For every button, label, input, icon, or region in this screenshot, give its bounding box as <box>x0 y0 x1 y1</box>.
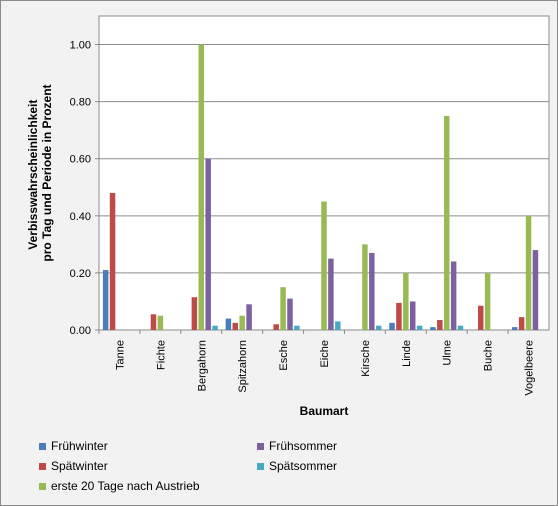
bar-kirsche-2 <box>362 244 368 330</box>
legend-label: erste 20 Tage nach Austrieb <box>51 479 200 493</box>
bar-vogelbeere-0 <box>511 327 518 330</box>
y-axis-title: Verbisswahrscheinlichkeit pro Tag und Pe… <box>26 84 54 261</box>
bar-bergahorn-2 <box>198 44 205 330</box>
legend-swatch <box>39 442 46 450</box>
x-tick-labels: Tanne Fichte Bergahorn Spitzahorn Esche Eiche… <box>98 330 536 396</box>
legend: Frühwinter Spätwinter erste 20 Tage nach A… <box>39 439 539 499</box>
bar-ulme-3 <box>450 261 457 330</box>
x-tick-label-ulme: Ulme <box>442 340 454 366</box>
bar-esche-4 <box>294 325 300 330</box>
bar-eiche-3 <box>328 258 334 330</box>
x-axis-title: Baumart <box>300 404 349 418</box>
bar-spitzahorn-3 <box>246 304 252 330</box>
bar-bergahorn-3 <box>205 158 211 330</box>
bar-bergahorn-1 <box>191 297 198 330</box>
legend-item: Frühwinter <box>39 439 108 453</box>
bar-vogelbeere-3 <box>532 250 539 330</box>
legend-swatch <box>39 482 46 490</box>
y-tick-label: 1.00 <box>70 40 91 52</box>
y-tick-label: 0.60 <box>70 154 91 166</box>
y-tick-label: 0.80 <box>70 97 91 109</box>
y-tick-label: 0.20 <box>70 268 91 280</box>
y-axis-title-line-1: Verbisswahrscheinlichkeit <box>26 100 40 250</box>
legend-label: Spätwinter <box>51 459 108 473</box>
bar-linde-2 <box>403 272 409 330</box>
legend-swatch <box>257 462 264 470</box>
x-tick-label-linde: Linde <box>401 340 413 367</box>
x-tick-label-esche: Esche <box>278 340 290 371</box>
y-axis-title-line-2: pro Tag und Periode in Prozent <box>40 84 54 261</box>
chart-svg: 0.00 0.20 0.40 0.60 0.80 1.00 Tanne Fichte Berg… <box>26 15 550 418</box>
x-tick-label-tanne: Tanne <box>114 340 126 370</box>
bar-kirsche-4 <box>375 325 382 330</box>
bar-ulme-2 <box>443 115 450 330</box>
x-tick-label-buche: Buche <box>483 340 495 371</box>
legend-swatch <box>39 462 46 470</box>
bar-linde-0 <box>389 322 395 330</box>
bar-buche-2 <box>484 272 491 330</box>
bar-esche-1 <box>273 324 279 330</box>
x-tick-label-spitzahorn: Spitzahorn <box>237 340 249 393</box>
x-tick-label-eiche: Eiche <box>319 340 331 368</box>
bar-spitzahorn-1 <box>232 322 239 330</box>
bar-esche-2 <box>280 287 286 330</box>
bar-fichte-2 <box>157 315 164 330</box>
legend-swatch <box>257 442 264 450</box>
x-tick-label-kirsche: Kirsche <box>360 340 372 377</box>
bar-tanne-1 <box>109 192 116 330</box>
bar-linde-4 <box>416 325 423 330</box>
bar-vogelbeere-2 <box>525 215 532 330</box>
legend-item: Spätwinter <box>39 459 108 473</box>
bar-linde-1 <box>396 302 402 330</box>
bar-ulme-1 <box>437 320 443 330</box>
y-tick-label: 0.40 <box>70 211 91 223</box>
bar-eiche-4 <box>335 321 341 330</box>
legend-item: Spätsommer <box>257 459 337 473</box>
bars <box>102 44 539 330</box>
legend-item: erste 20 Tage nach Austrieb <box>39 479 200 493</box>
y-tick-label: 0.00 <box>70 325 91 337</box>
legend-label: Frühwinter <box>51 439 108 453</box>
bar-buche-1 <box>477 305 484 330</box>
bar-bergahorn-4 <box>212 325 218 330</box>
bar-spitzahorn-0 <box>225 318 232 330</box>
bar-tanne-0 <box>102 270 109 330</box>
x-tick-label-bergahorn: Bergahorn <box>196 340 208 391</box>
bar-eiche-2 <box>321 201 327 330</box>
y-tick-labels: 0.00 0.20 0.40 0.60 0.80 1.00 <box>70 40 91 337</box>
bar-linde-3 <box>409 301 416 330</box>
legend-label: Spätsommer <box>269 459 338 473</box>
x-tick-label-fichte: Fichte <box>155 340 167 370</box>
bar-esche-3 <box>287 298 293 330</box>
legend-label: Frühsommer <box>269 439 338 453</box>
bar-spitzahorn-2 <box>239 315 245 330</box>
x-tick-label-vogelbeere: Vogelbeere <box>524 340 536 396</box>
bar-ulme-4 <box>457 325 464 330</box>
bar-fichte-1 <box>150 314 157 330</box>
legend-item: Frühsommer <box>257 439 337 453</box>
bar-ulme-0 <box>430 327 436 330</box>
gridlines <box>95 44 549 331</box>
bar-vogelbeere-1 <box>518 317 525 330</box>
bar-kirsche-3 <box>369 252 375 330</box>
